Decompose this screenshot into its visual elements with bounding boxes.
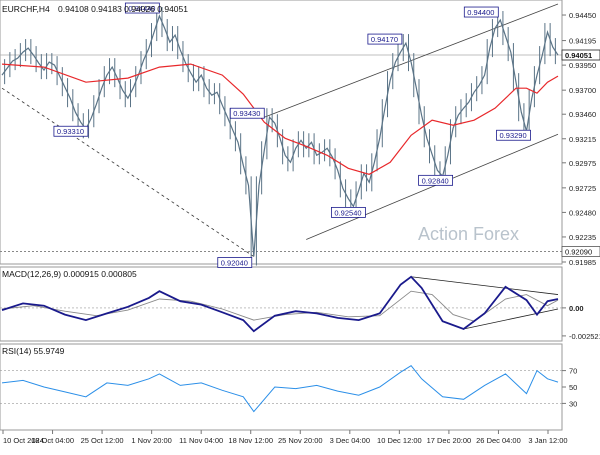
x-tick-label: 18 Nov 12:00	[228, 436, 273, 445]
moving-average-line	[1, 63, 559, 175]
price-y-tick-label: 0.93700	[569, 86, 596, 95]
x-tick-label: 3 Jan 12:00	[528, 436, 567, 445]
pivot-label-box	[463, 6, 499, 18]
rsi-line	[1, 365, 559, 413]
pivot-label-box	[53, 125, 89, 137]
price-y-tick-label: 0.93215	[569, 135, 596, 144]
pivot-label-box	[124, 2, 160, 14]
watermark: Action Forex	[418, 224, 519, 244]
pivot-label: 0.94440	[128, 4, 155, 13]
pivot-label: 0.93430	[233, 109, 260, 118]
macd-triangle-upper	[411, 276, 559, 295]
x-tick-label: 25 Oct 12:00	[81, 436, 124, 445]
annotation-layer: 0.94440 0.93310 0.93430 0.92040 0.92540 0.941…	[53, 2, 531, 268]
x-tick-label: 25 Nov 20:00	[278, 436, 323, 445]
x-tick-label: 1 Nov 20:00	[131, 436, 171, 445]
macd-title: MACD(12,26,9) 0.000915 0.000805	[2, 269, 137, 279]
level-price-label: 0.92090	[565, 247, 592, 256]
rsi-title: RSI(14) 55.9749	[2, 346, 65, 356]
pivot-label-box	[217, 257, 253, 268]
macd-line	[1, 275, 559, 333]
pivot-label: 0.92040	[221, 258, 248, 267]
pivot-label-box	[496, 129, 531, 141]
macd-y-tick-label: 0.00	[569, 304, 584, 313]
price-y-tick-label: 0.91985	[569, 258, 596, 267]
pivot-label: 0.93290	[500, 131, 527, 140]
x-tick-label: 11 Nov 04:00	[179, 436, 223, 445]
ohlc-readout: 0.94108 0.94183 0.94026 0.94051	[58, 4, 188, 14]
axis-layer: 0.94450 0.94195 0.93950 0.93700 0.93460 0.932…	[2, 11, 600, 445]
pivot-label-box	[229, 107, 265, 119]
channel-lower-line	[306, 133, 559, 240]
pivot-label-box	[418, 174, 454, 186]
grid-layer	[0, 54, 562, 404]
current-price-label: 0.94051	[565, 51, 592, 60]
macd-y-tick-label: -0.002521	[569, 332, 600, 341]
price-y-tick-label: 0.92975	[569, 159, 596, 168]
price-series-line	[1, 14, 559, 257]
pivot-label: 0.92540	[334, 208, 361, 217]
x-tick-label: 26 Dec 04:00	[476, 436, 521, 445]
pivot-label-box	[331, 206, 366, 218]
x-tick-label: 3 Dec 04:00	[330, 436, 370, 445]
series-layer	[1, 7, 559, 413]
pivot-label: 0.92840	[422, 176, 449, 185]
price-panel-frame	[0, 0, 563, 265]
price-y-tick-label: 0.92235	[569, 233, 596, 242]
rsi-y-tick-label: 30	[569, 399, 577, 408]
rsi-y-tick-label: 50	[569, 383, 577, 392]
rsi-y-tick-label: 70	[569, 367, 577, 376]
x-tick-label: 17 Dec 20:00	[427, 436, 472, 445]
price-y-tick-label: 0.94450	[569, 11, 596, 20]
pivot-label: 0.94170	[371, 35, 398, 44]
macd-triangle-lower	[463, 308, 559, 330]
current-price-box	[561, 49, 600, 61]
chart-header: EURCHF,H4 0.94108 0.94183 0.94026 0.9405…	[2, 4, 188, 14]
symbol-label: EURCHF,H4	[2, 4, 50, 14]
price-y-tick-label: 0.92480	[569, 208, 596, 217]
level-price-box	[561, 246, 600, 257]
price-y-tick-label: 0.92725	[569, 184, 596, 193]
pivot-label-box	[367, 33, 403, 45]
x-tick-label: 10 Oct 2024	[3, 436, 44, 445]
price-y-tick-label: 0.94195	[569, 37, 596, 46]
x-tick-label: 10 Dec 12:00	[377, 436, 422, 445]
pivot-label: 0.94400	[467, 8, 494, 17]
price-y-tick-label: 0.93460	[569, 110, 596, 119]
x-tick-label: 18 Oct 04:00	[31, 436, 74, 445]
price-y-tick-label: 0.93950	[569, 61, 596, 70]
dashed-trendline	[1, 87, 254, 257]
macd-panel-frame	[0, 266, 563, 342]
pivot-label: 0.93310	[57, 127, 84, 136]
